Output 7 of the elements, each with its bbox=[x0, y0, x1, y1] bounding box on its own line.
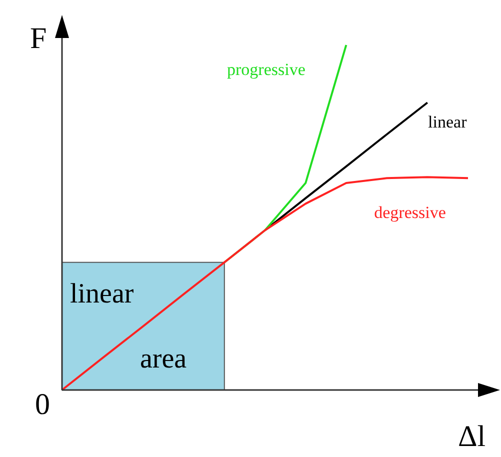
series-label: linear bbox=[428, 112, 468, 132]
x-axis-title: Δl bbox=[458, 420, 486, 453]
series-label: progressive bbox=[227, 60, 306, 79]
y-axis-title: F bbox=[30, 22, 47, 55]
series-label: degressive bbox=[374, 203, 446, 222]
text: linear area bbox=[70, 278, 187, 374]
text: 0 bbox=[35, 388, 50, 421]
